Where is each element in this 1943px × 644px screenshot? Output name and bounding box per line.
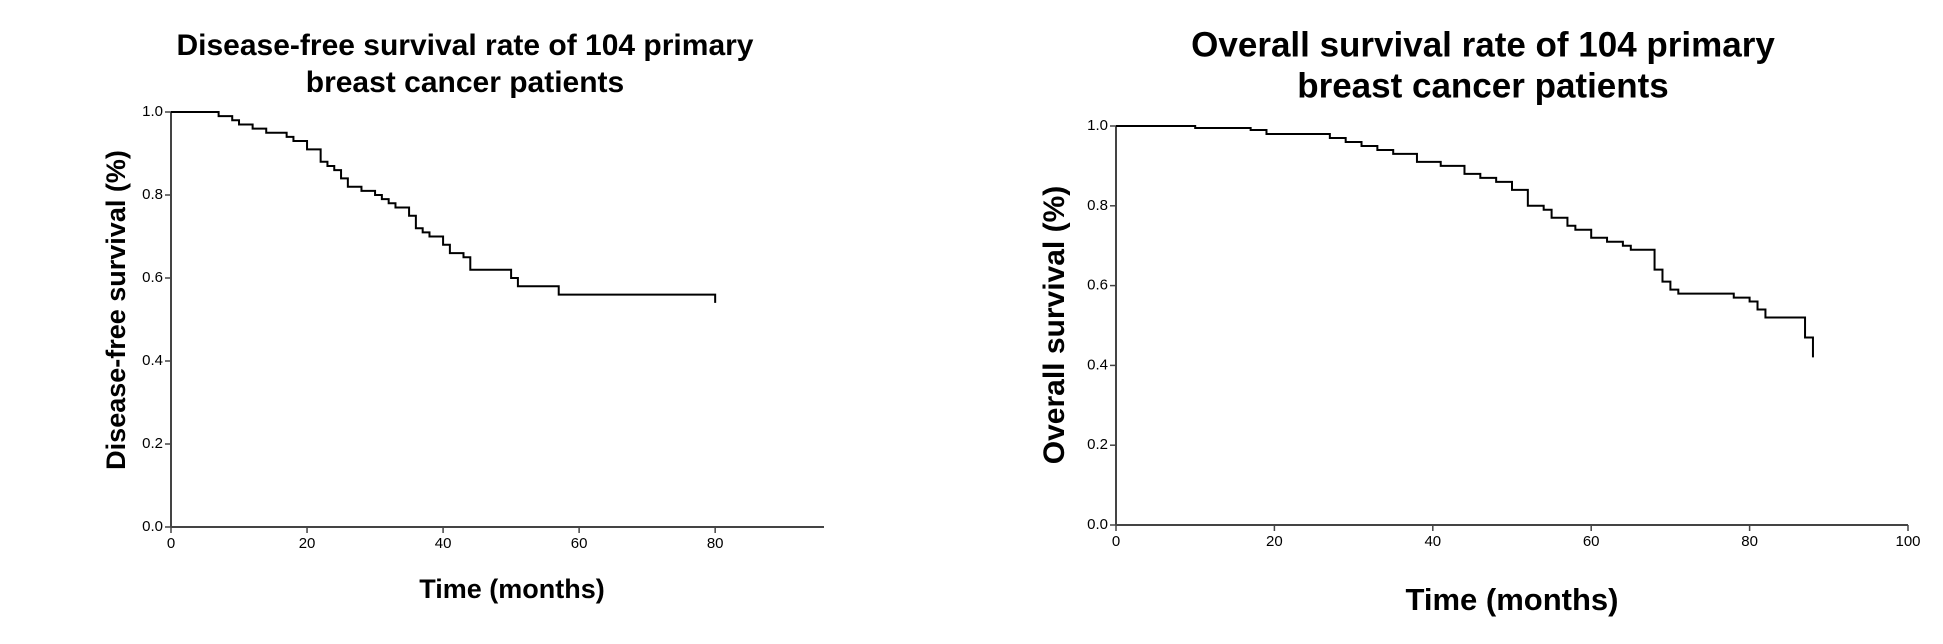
x-tick-label: 40 — [435, 535, 452, 552]
x-tick-label: 80 — [1741, 533, 1758, 550]
x-tick-label: 60 — [1583, 533, 1600, 550]
chart-title: breast cancer patients — [1297, 66, 1669, 105]
y-tick-label: 0.4 — [1087, 356, 1108, 373]
x-tick-label: 0 — [1112, 533, 1120, 550]
x-tick-label: 60 — [571, 535, 588, 552]
survival-curve — [171, 111, 717, 303]
x-tick-label: 0 — [167, 535, 175, 552]
survival-curve — [1116, 125, 1814, 358]
x-tick-label: 100 — [1895, 533, 1920, 550]
chart-title: breast cancer patients — [306, 66, 624, 99]
x-axis-label: Time (months) — [419, 574, 605, 604]
y-tick-label: 0.8 — [142, 186, 163, 203]
x-tick-label: 80 — [707, 535, 724, 552]
y-tick-label: 0.2 — [142, 435, 163, 452]
x-tick-label: 40 — [1424, 533, 1441, 550]
y-tick-label: 0.2 — [1087, 436, 1108, 453]
x-axis-label: Time (months) — [1406, 582, 1619, 617]
y-tick-label: 1.0 — [1087, 117, 1108, 134]
chart-title: Overall survival rate of 104 primary — [1191, 25, 1775, 64]
y-axis-label: Disease-free survival (%) — [101, 150, 131, 470]
y-tick-label: 0.4 — [142, 352, 163, 369]
y-tick-label: 0.6 — [142, 269, 163, 286]
chart-title: Disease-free survival rate of 104 primar… — [177, 29, 754, 62]
y-tick-label: 0.6 — [1087, 277, 1108, 294]
x-tick-label: 20 — [1266, 533, 1283, 550]
y-axis-label: Overall survival (%) — [1038, 186, 1071, 464]
y-tick-label: 0.0 — [1087, 516, 1108, 533]
y-tick-label: 1.0 — [142, 103, 163, 120]
y-tick-label: 0.8 — [1087, 197, 1108, 214]
x-tick-label: 20 — [299, 535, 316, 552]
y-tick-label: 0.0 — [142, 518, 163, 535]
